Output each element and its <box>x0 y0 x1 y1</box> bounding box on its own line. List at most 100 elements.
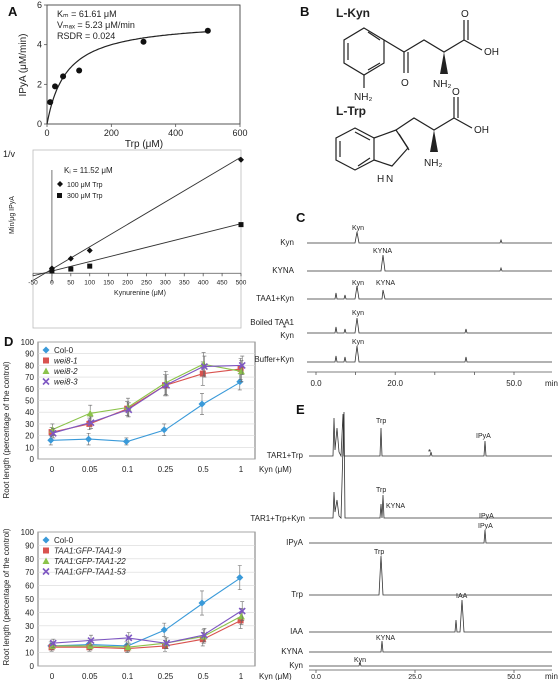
d-legend-marker <box>43 547 49 554</box>
panel-e-chromatograms: TAR1+Trp TAR1+Trp+Kyn IPyA Trp IAA KYNA … <box>250 411 558 680</box>
c-row-label-boiled-taa1: Boiled TAA1 <box>250 318 294 327</box>
d-data-point <box>49 429 57 437</box>
d-xtick-label: 0.25 <box>158 465 174 474</box>
a-top-xtick-label: 400 <box>168 128 183 138</box>
e-peak-ipya-3: IPyA <box>478 523 493 530</box>
d-data-point <box>200 363 208 371</box>
e-trace-trp <box>309 555 552 596</box>
panel-d-label: D <box>4 334 13 349</box>
a-bottom-fit-line <box>32 223 242 277</box>
panel-a-bottom-ylabel: Min/μg IPyA <box>9 196 16 234</box>
e-row-label-kyna: KYNA <box>281 647 303 656</box>
d-xtick-label: 1 <box>239 672 244 680</box>
a-top-ytick-label: 6 <box>37 0 42 10</box>
a-top-data-point <box>204 27 211 34</box>
a-top-xtick-label: 0 <box>44 128 49 138</box>
trp-indole-nh: H <box>377 174 384 185</box>
d-ytick-label: 60 <box>25 582 34 591</box>
e-xtick-label: 25.0 <box>408 674 422 680</box>
d-xtick-label: 0.05 <box>82 672 98 680</box>
e-x-unit: min <box>545 672 558 680</box>
e-peak-trp-3: Trp <box>374 549 384 556</box>
d-data-point <box>200 631 208 639</box>
d-ytick-label: 80 <box>25 361 34 370</box>
d-data-point <box>237 365 244 372</box>
d-xtick-label: 0 <box>50 465 55 474</box>
d-legend-label: TAA1:GFP-TAA1-9 <box>54 547 122 556</box>
d-data-point <box>124 643 132 651</box>
d-legend-marker <box>42 557 50 564</box>
a-bottom-xtick-label: 500 <box>236 279 247 286</box>
d-ytick-label: 70 <box>25 568 34 577</box>
l-kyn-structure: NH₂ O O OH NH₂ <box>343 9 499 103</box>
kyn-ketone-oxygen: O <box>401 78 409 89</box>
a-bottom-point-300-trp <box>238 222 244 228</box>
d-data-point <box>199 370 206 377</box>
e-peak-ipya-2: IPyA <box>479 513 494 520</box>
e-peak-kyna: KYNA <box>386 503 405 510</box>
a-top-data-point <box>140 38 147 45</box>
d-top-ylabel: Root length (percentage of the control) <box>2 361 11 498</box>
inverse-v-label: 1/v <box>3 149 16 159</box>
a-bottom-xtick-label: 300 <box>160 279 171 286</box>
legend-marker-300-trp <box>57 193 62 198</box>
d-legend-marker <box>43 357 49 364</box>
d-legend-marker <box>42 367 50 374</box>
panel-a-label: A <box>8 4 18 19</box>
d-xtick-label: 0.5 <box>198 672 210 680</box>
c-peak-kyn: Kyn <box>352 225 364 232</box>
e-trace-tar1-trp-kyn <box>309 411 552 519</box>
e-trace-kyna <box>309 640 552 653</box>
c-peak-kyn-4: Kyn <box>352 339 364 346</box>
a-top-ytick-label: 2 <box>37 79 42 89</box>
e-trace-ipya <box>309 529 552 544</box>
d-series-line <box>52 619 242 650</box>
d-xtick-label: 0.05 <box>82 465 98 474</box>
panel-a-top-frame <box>46 4 241 125</box>
c-peak-kyna: KYNA <box>373 248 392 255</box>
d-ytick-label: 40 <box>25 608 34 617</box>
panel-d-top-chart: 0 10 20 30 40 50 60 70 80 90 100 0 0.05 0.1 0.25 0.5 1 Ky… <box>21 338 292 474</box>
d-data-point <box>238 361 246 369</box>
d-ytick-label: 50 <box>25 397 34 406</box>
d-xtick-label: 0.25 <box>158 672 174 680</box>
panel-d-bottom-chart: 0 10 20 30 40 50 60 70 80 90 100 0 0.05 0.1 0.25 0.5 1 Ky… <box>21 528 292 680</box>
d-legend-marker <box>42 567 50 576</box>
panel-a-top-xlabel: Trp (μM) <box>125 139 163 150</box>
trp-carboxyl-oxygen: O <box>452 87 460 98</box>
c-x-unit: min <box>545 379 558 388</box>
d-x-unit: Kyn (μM) <box>259 465 292 474</box>
d-bottom-ylabel: Root length (percentage of the control) <box>2 528 11 665</box>
c-xtick-label: 0.0 <box>310 379 322 388</box>
d-ytick-label: 10 <box>25 443 34 452</box>
d-legend-label: Col-0 <box>54 536 74 545</box>
a-bottom-xtick-label: 150 <box>103 279 114 286</box>
d-legend-label: wei8-1 <box>54 357 78 366</box>
panel-a-bottom-frame <box>32 149 242 329</box>
trp-indole-n-atom: N <box>386 174 393 185</box>
e-peak-trp: Trp <box>376 418 386 425</box>
d-data-point <box>160 426 168 434</box>
a-top-data-point <box>76 67 83 74</box>
d-data-point <box>86 409 94 417</box>
d-data-point <box>237 367 245 375</box>
a-top-xtick-label: 200 <box>104 128 119 138</box>
a-top-ytick-label: 0 <box>37 119 42 129</box>
d-data-point <box>237 612 245 620</box>
kyn-carboxyl-oxygen: O <box>461 9 469 20</box>
d-legend-label: TAA1:GFP-TAA1-53 <box>54 568 126 577</box>
c-peak-kyn-2: Kyn <box>352 280 364 287</box>
d-data-point <box>160 626 168 634</box>
d-ytick-label: 50 <box>25 595 34 604</box>
c-row-label-kyna: KYNA <box>272 266 294 275</box>
c-row-label-taa1-kyn: TAA1+Kyn <box>256 294 294 303</box>
d-ytick-label: 70 <box>25 373 34 382</box>
panel-c-chromatograms: Kyn KYNA TAA1+Kyn Boiled TAA1 * Kyn Buff… <box>250 225 558 388</box>
michaelis-menten-fit-curve <box>46 31 208 125</box>
a-top-xtick-label: 600 <box>232 128 247 138</box>
d-ytick-label: 60 <box>25 385 34 394</box>
d-series-line <box>51 364 242 434</box>
e-xtick-label: 0.0 <box>311 674 321 680</box>
c-trace-kyn <box>307 231 552 244</box>
